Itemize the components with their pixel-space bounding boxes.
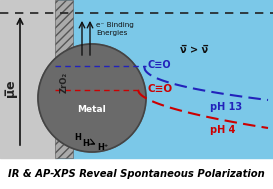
Bar bbox=[55, 0, 273, 158]
Text: ν̅ > ν̅: ν̅ > ν̅ bbox=[180, 45, 208, 55]
Text: ZrO₂: ZrO₂ bbox=[60, 71, 69, 93]
Text: IR & AP-XPS Reveal Spontaneous Polarization: IR & AP-XPS Reveal Spontaneous Polarizat… bbox=[8, 169, 265, 179]
Text: H: H bbox=[75, 132, 81, 142]
Text: H: H bbox=[82, 139, 90, 147]
Text: H⁺: H⁺ bbox=[97, 143, 109, 153]
Bar bbox=[0, 0, 57, 158]
Circle shape bbox=[38, 44, 146, 152]
Text: C≡O: C≡O bbox=[148, 84, 173, 94]
Text: e⁻ Binding: e⁻ Binding bbox=[96, 22, 134, 28]
Bar bbox=[55, 0, 73, 158]
Text: C≡O: C≡O bbox=[148, 60, 172, 70]
Text: pH 4: pH 4 bbox=[210, 125, 235, 135]
Text: pH 13: pH 13 bbox=[210, 102, 242, 112]
Text: Energies: Energies bbox=[96, 30, 127, 36]
Text: Metal: Metal bbox=[78, 105, 106, 115]
Text: μ̅e: μ̅e bbox=[4, 79, 16, 97]
